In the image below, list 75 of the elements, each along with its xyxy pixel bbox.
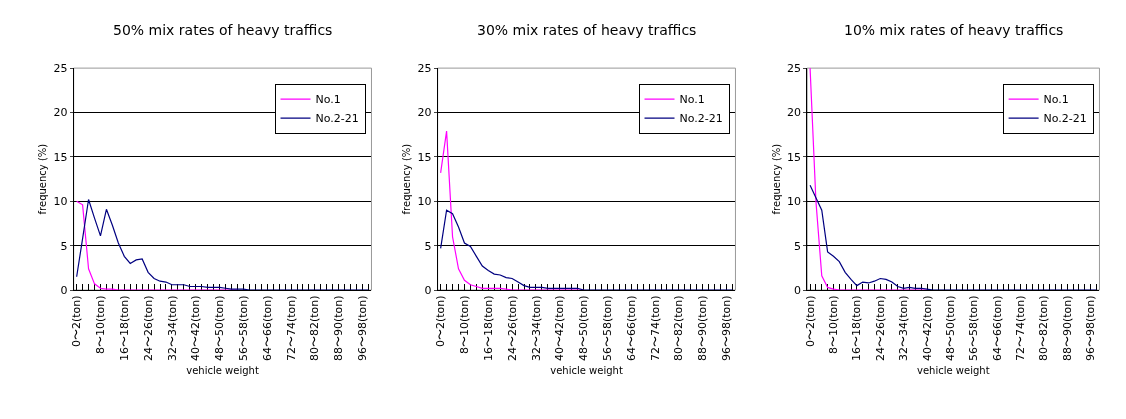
legend-label: No.1 — [679, 93, 705, 107]
x-tick-label: 0〜2(ton) — [434, 295, 448, 348]
x-axis-title: vehicle weight — [550, 364, 623, 376]
line-series — [809, 184, 1098, 291]
x-tick-label: 56〜58(ton) — [600, 295, 614, 362]
x-tick-label: 80〜82(ton) — [1037, 295, 1051, 362]
x-tick-label: 88〜90(ton) — [696, 295, 710, 362]
y-axis-title: frequency (%) — [37, 143, 49, 215]
x-tick-label: 40〜42(ton) — [189, 295, 203, 362]
y-tick-label: 20 — [417, 106, 432, 120]
y-tick-label: 10 — [417, 195, 432, 209]
y-tick-label: 25 — [786, 61, 801, 75]
x-tick-label: 0〜2(ton) — [803, 295, 817, 348]
x-tick-label: 88〜90(ton) — [1060, 295, 1074, 362]
legend-label: No.2-21 — [1043, 112, 1087, 126]
y-tick-label: 20 — [53, 106, 68, 120]
x-tick-label: 8〜10(ton) — [94, 295, 108, 355]
line-series — [440, 209, 734, 291]
line-series — [76, 198, 370, 291]
x-tick-label: 72〜74(ton) — [1014, 295, 1028, 362]
y-axis-title: frequency (%) — [401, 143, 413, 215]
x-tick-label: 56〜58(ton) — [967, 295, 981, 362]
x-tick-label: 96〜98(ton) — [1084, 295, 1098, 362]
x-tick-label: 32〜34(ton) — [165, 295, 179, 362]
x-tick-label: 72〜74(ton) — [648, 295, 662, 362]
x-tick-label: 48〜50(ton) — [577, 295, 591, 362]
y-tick-label: 15 — [417, 150, 432, 164]
x-tick-label: 8〜10(ton) — [458, 295, 472, 355]
legend-label: No.1 — [1043, 93, 1069, 107]
chart-title: 30% mix rates of heavy traffics — [477, 22, 697, 38]
legend-label: No.2-21 — [679, 112, 723, 126]
chart-title: 10% mix rates of heavy traffics — [844, 22, 1064, 38]
y-tick-label: 5 — [424, 239, 432, 253]
x-tick-label: 40〜42(ton) — [920, 295, 934, 362]
y-tick-label: 0 — [424, 283, 432, 297]
x-tick-label: 8〜10(ton) — [827, 295, 841, 355]
chart-title: 50% mix rates of heavy traffics — [113, 22, 333, 38]
legend-label: No.1 — [315, 93, 341, 107]
x-tick-label: 16〜18(ton) — [850, 295, 864, 362]
x-tick-label: 72〜74(ton) — [284, 295, 298, 362]
y-tick-label: 0 — [60, 283, 68, 297]
y-tick-label: 10 — [786, 195, 801, 209]
y-tick-label: 5 — [60, 239, 68, 253]
y-tick-label: 25 — [53, 61, 68, 75]
x-tick-label: 32〜34(ton) — [529, 295, 543, 362]
x-tick-label: 32〜34(ton) — [897, 295, 911, 362]
y-tick-label: 15 — [786, 150, 801, 164]
x-tick-label: 40〜42(ton) — [553, 295, 567, 362]
y-tick-label: 15 — [53, 150, 68, 164]
y-axis-title: frequency (%) — [770, 143, 782, 215]
x-tick-label: 48〜50(ton) — [943, 295, 957, 362]
x-tick-label: 24〜26(ton) — [873, 295, 887, 362]
x-axis-title: vehicle weight — [917, 364, 990, 376]
x-tick-label: 80〜82(ton) — [672, 295, 686, 362]
x-tick-label: 24〜26(ton) — [141, 295, 155, 362]
x-tick-label: 96〜98(ton) — [356, 295, 370, 362]
legend-label: No.2-21 — [315, 112, 359, 126]
x-tick-label: 48〜50(ton) — [213, 295, 227, 362]
x-tick-label: 16〜18(ton) — [117, 295, 131, 362]
x-tick-label: 56〜58(ton) — [236, 295, 250, 362]
x-tick-label: 88〜90(ton) — [332, 295, 346, 362]
y-tick-label: 25 — [417, 61, 432, 75]
y-tick-label: 10 — [53, 195, 68, 209]
x-tick-label: 64〜66(ton) — [624, 295, 638, 362]
y-tick-label: 5 — [793, 239, 801, 253]
y-tick-label: 0 — [793, 283, 801, 297]
x-tick-label: 64〜66(ton) — [260, 295, 274, 362]
x-tick-label: 0〜2(ton) — [70, 295, 84, 348]
x-tick-label: 24〜26(ton) — [505, 295, 519, 362]
x-tick-label: 64〜66(ton) — [990, 295, 1004, 362]
y-tick-label: 20 — [786, 106, 801, 120]
x-axis-title: vehicle weight — [186, 364, 259, 376]
x-tick-label: 96〜98(ton) — [720, 295, 734, 362]
x-tick-label: 16〜18(ton) — [481, 295, 495, 362]
x-tick-label: 80〜82(ton) — [308, 295, 322, 362]
